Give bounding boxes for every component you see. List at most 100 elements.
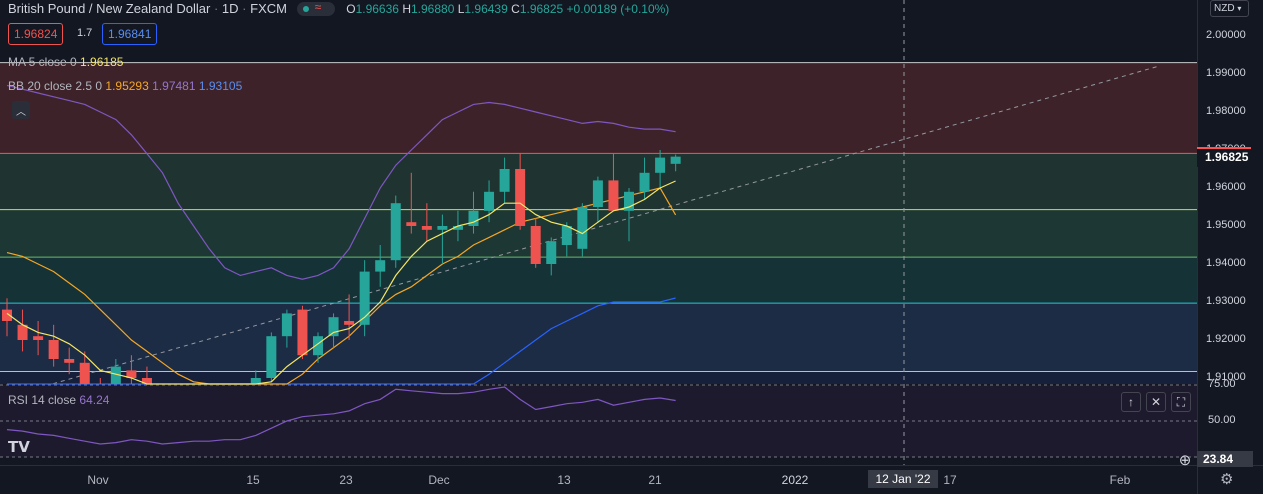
- chevron-up-icon: ︿: [16, 106, 26, 118]
- rsi-legend[interactable]: RSI 14 close 64.24: [8, 393, 109, 407]
- currency-selector[interactable]: NZD ▾: [1210, 0, 1249, 17]
- price-tick-label: 1.98000: [1206, 105, 1246, 117]
- bb-upper-value: 1.97481: [152, 79, 196, 93]
- time-tick-label: Dec: [428, 473, 450, 487]
- bb-legend[interactable]: BB 20 close 2.5 0 1.95293 1.97481 1.9310…: [8, 79, 242, 93]
- candle-body: [670, 156, 681, 164]
- candle-body: [515, 169, 526, 226]
- wave-icon: ≈: [314, 0, 322, 14]
- header-separator: ·: [213, 1, 219, 17]
- spread-value: 1.7: [77, 27, 93, 39]
- price-tick-label: 1.99000: [1206, 67, 1246, 79]
- crosshair-time-label: 12 Jan '22: [868, 470, 938, 488]
- close-pane-button[interactable]: ✕: [1146, 392, 1166, 412]
- candle-body: [17, 324, 28, 340]
- rsi-value: 64.24: [79, 393, 110, 407]
- candle-body: [437, 226, 448, 230]
- bb-label: BB 20 close 2.5 0: [8, 79, 103, 93]
- move-pane-up-button[interactable]: ↑: [1121, 392, 1141, 412]
- settings-gear-icon[interactable]: ⚙: [1220, 471, 1234, 488]
- chevron-down-icon: ▾: [1237, 4, 1242, 13]
- market-status-icon[interactable]: ≈: [296, 0, 335, 16]
- candle-body: [344, 321, 355, 325]
- candle-body: [48, 340, 59, 359]
- time-tick-label: Feb: [1109, 473, 1131, 487]
- exchange-label: FXCM: [250, 1, 287, 17]
- change-value: +0.00189 (+0.10%): [566, 1, 670, 16]
- high-label: H: [402, 1, 411, 16]
- rsi-line: [6, 386, 676, 445]
- close-icon: ✕: [1150, 395, 1162, 409]
- candle-body: [266, 336, 277, 378]
- time-tick-label: Nov: [87, 473, 109, 487]
- high-value: 1.96880: [410, 1, 455, 16]
- candle-body: [281, 313, 292, 337]
- candle-body: [33, 336, 44, 340]
- candle-body: [639, 172, 650, 192]
- fib-zone: [0, 303, 1197, 372]
- candle-body: [592, 180, 603, 207]
- bb-lower-line: [7, 297, 676, 385]
- ma5-line: [6, 180, 676, 385]
- candle-body: [390, 203, 401, 261]
- fib-zone: [0, 257, 1197, 304]
- header-separator: ·: [242, 1, 247, 17]
- candle-body: [79, 362, 90, 384]
- candle-body: [608, 180, 619, 211]
- maximize-icon: ⛶: [1176, 394, 1186, 409]
- candle-body: [452, 226, 463, 230]
- candle-body: [328, 317, 339, 337]
- price-tick-label: 1.95000: [1206, 219, 1246, 231]
- ma-label: MA 5 close 0: [8, 55, 77, 69]
- price-tick-label: 1.96000: [1206, 181, 1246, 193]
- candle-body: [110, 366, 121, 384]
- collapse-legend-button[interactable]: ︿: [12, 101, 30, 119]
- bb-basis-value: 1.95293: [105, 79, 149, 93]
- candle-body: [577, 207, 588, 249]
- low-label: L: [457, 1, 465, 16]
- plus-circle-icon: ⊕: [1178, 452, 1192, 469]
- ma-legend[interactable]: MA 5 close 0 1.96185: [8, 55, 123, 69]
- currency-label: NZD: [1214, 3, 1235, 14]
- rsi-crosshair-value: 23.84: [1197, 451, 1253, 467]
- candle-body: [250, 378, 261, 384]
- candle-body: [546, 241, 557, 264]
- price-tick-label: 1.91000: [1206, 371, 1246, 383]
- rsi-level-75: 75.00: [1208, 378, 1236, 390]
- candle-body: [561, 226, 572, 245]
- candle-body: [2, 309, 12, 321]
- fib-zone: [0, 209, 1197, 258]
- buy-price-box[interactable]: 1.96841: [102, 23, 158, 45]
- rsi-level-50: 50.00: [1208, 414, 1236, 426]
- open-value: 1.96636: [355, 1, 399, 16]
- open-label: O: [346, 1, 356, 16]
- symbol-name[interactable]: British Pound / New Zealand Dollar: [8, 1, 211, 17]
- price-tick-label: 2.00000: [1206, 29, 1246, 41]
- ohlc-values: O1.96636 H1.96880 L1.96439 C1.96825 +0.0…: [346, 1, 670, 16]
- price-tick-label: 1.94000: [1206, 257, 1246, 269]
- candle-body: [499, 169, 510, 192]
- interval-label[interactable]: 1D: [221, 1, 239, 17]
- candle-body: [64, 359, 75, 363]
- arrow-up-icon: ↑: [1128, 395, 1134, 409]
- maximize-pane-button[interactable]: ⛶: [1171, 392, 1191, 412]
- last-price-tag: 1.96825: [1197, 147, 1251, 167]
- candle-body: [655, 157, 666, 173]
- candle-body: [530, 226, 541, 264]
- tv-logo-icon: 𝗧𝗩: [8, 439, 30, 456]
- time-tick-label: 23: [339, 473, 353, 487]
- price-tick-label: 1.92000: [1206, 333, 1246, 345]
- close-label: C: [511, 1, 520, 16]
- sell-price-box[interactable]: 1.96824: [8, 23, 64, 45]
- candle-body: [484, 191, 495, 211]
- candle-body: [297, 309, 308, 356]
- tradingview-logo[interactable]: 𝗧𝗩: [8, 438, 38, 456]
- bb-basis-line: [6, 187, 677, 385]
- candle-body: [126, 370, 137, 378]
- candle-body: [468, 210, 479, 226]
- time-tick-label: 17: [943, 473, 957, 487]
- add-plus-button[interactable]: ⊕: [1176, 451, 1194, 469]
- time-tick-label: 15: [246, 473, 260, 487]
- market-open-dot-icon: [302, 5, 309, 12]
